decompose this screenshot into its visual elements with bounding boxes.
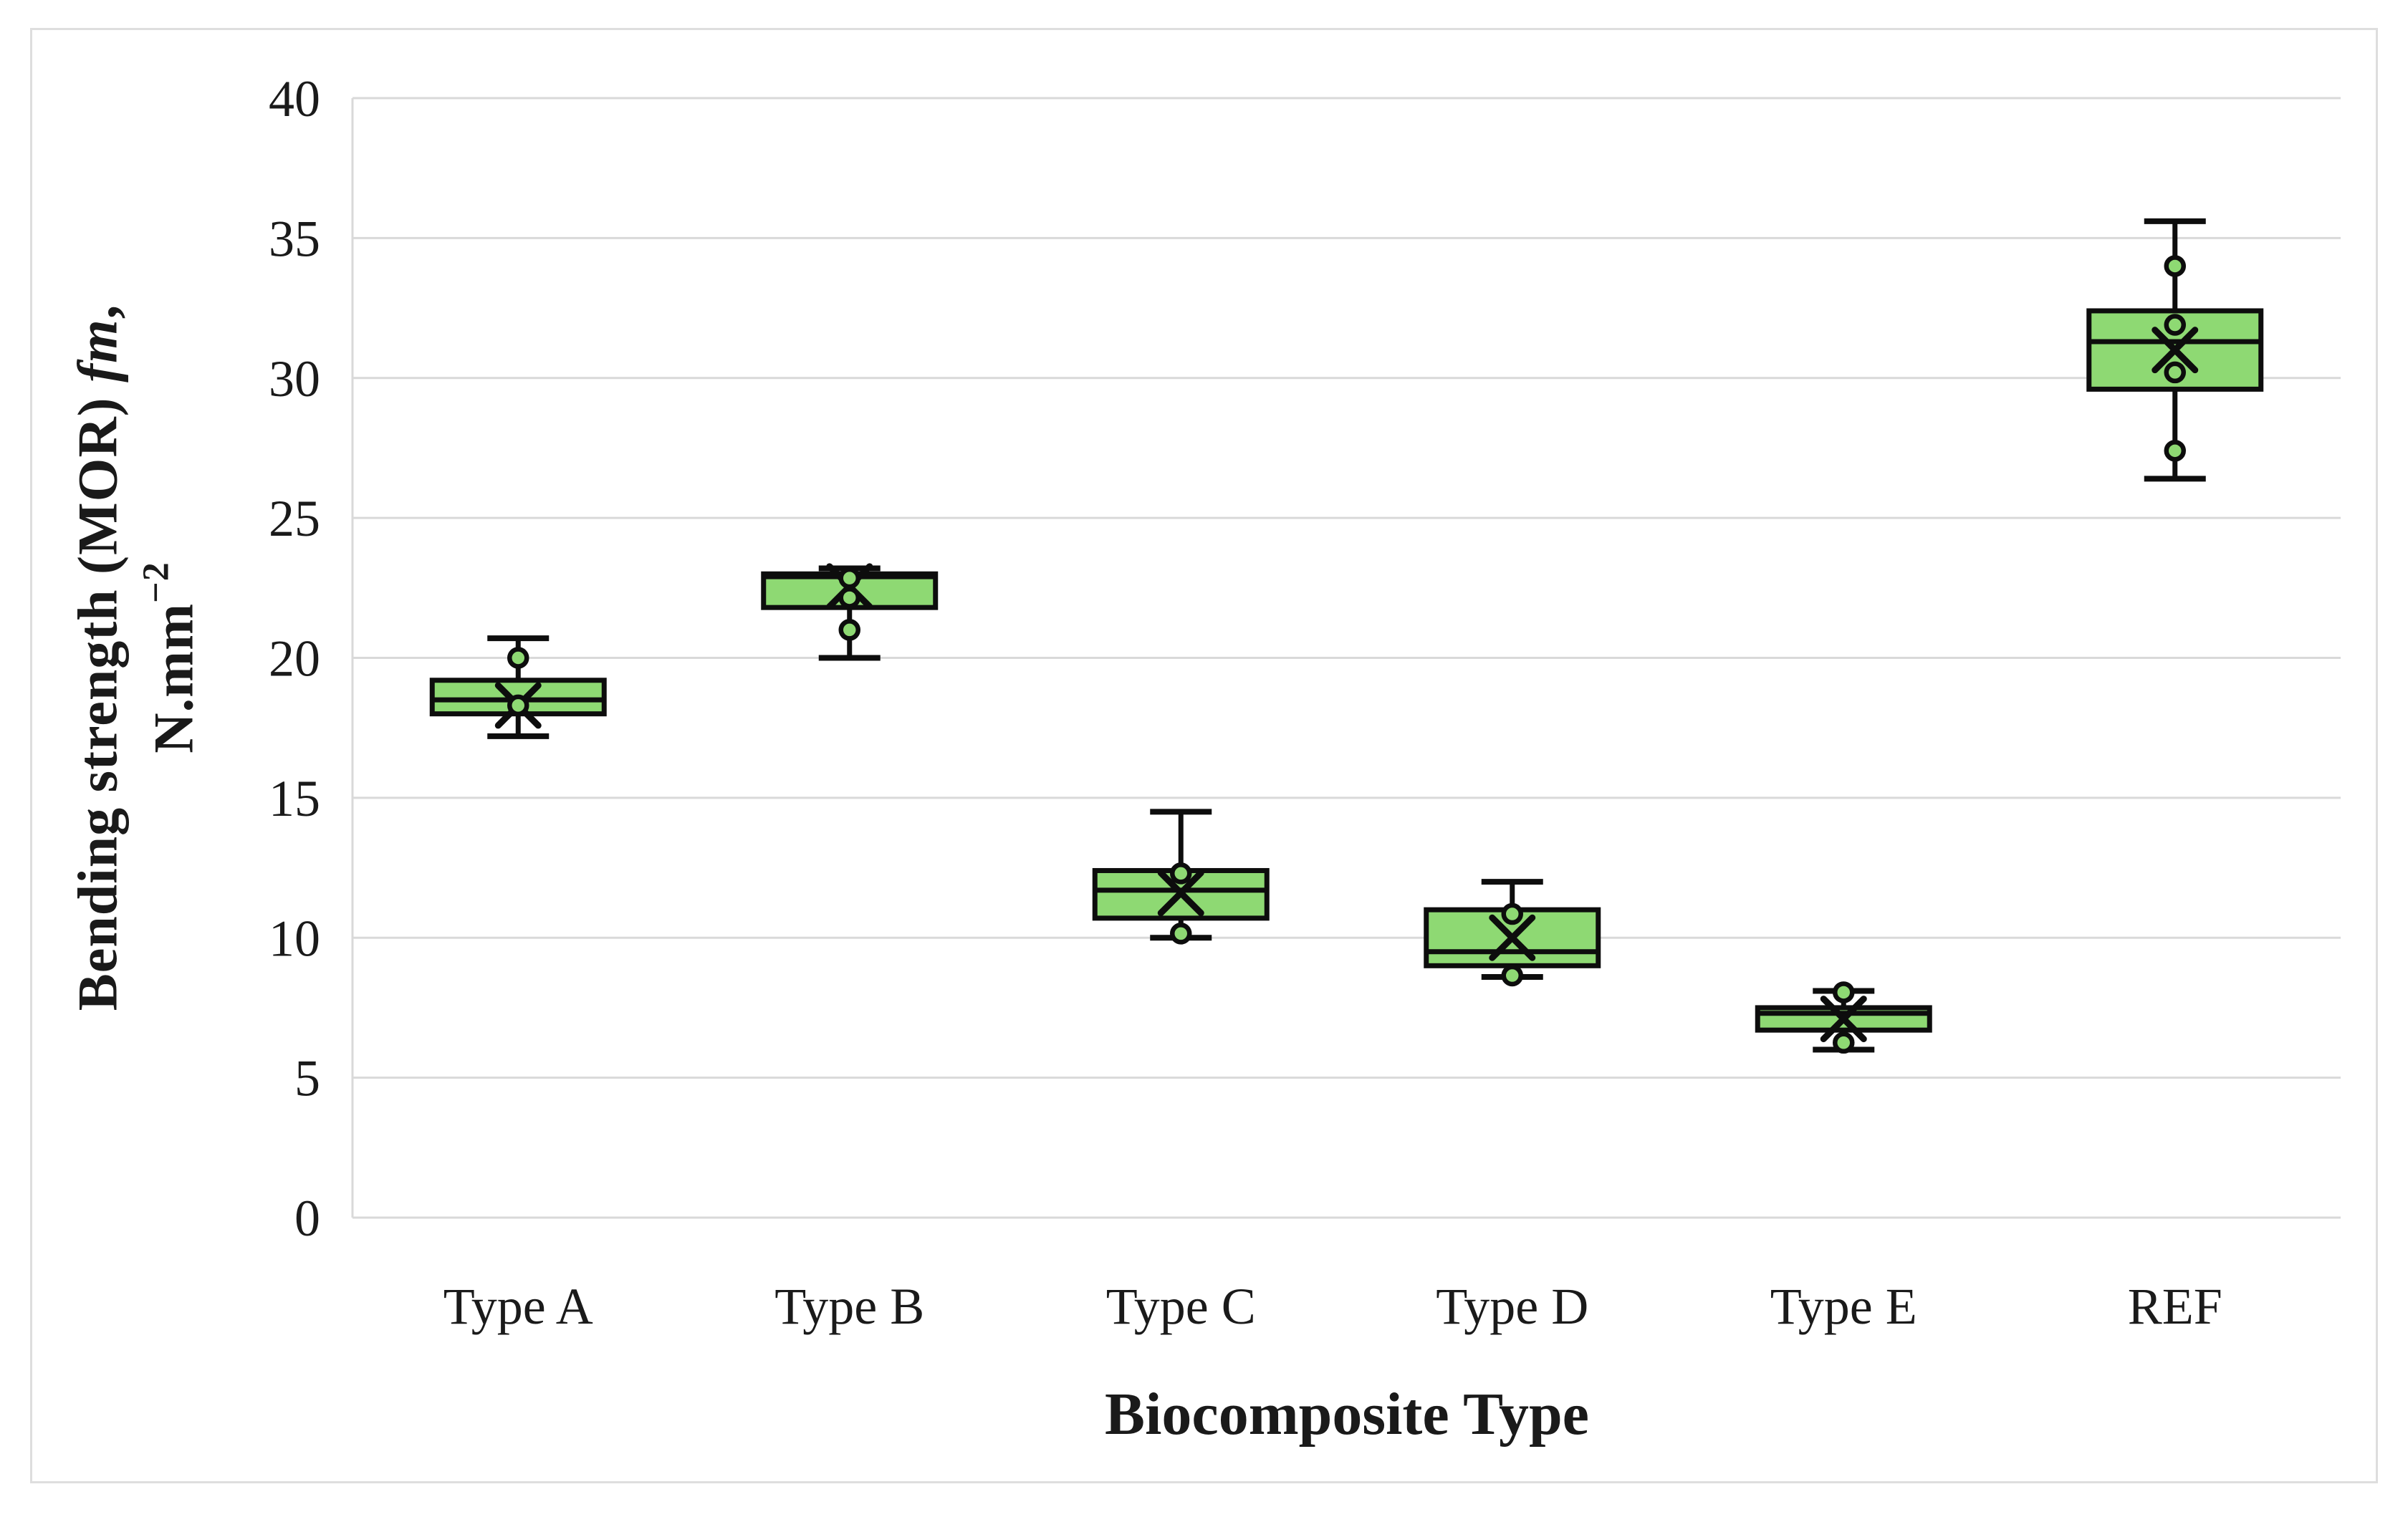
data-point-type-b <box>838 619 860 641</box>
y-tick-label-0: 0 <box>294 1190 320 1247</box>
data-point-type-d <box>1501 964 1523 987</box>
box-series <box>429 218 2264 1054</box>
data-point-type-e <box>1833 981 1855 1003</box>
y-tick-label-15: 15 <box>269 770 320 827</box>
y-axis-title-line1: Bending strength (MOR) fm, <box>66 304 129 1011</box>
y-tick-label-5: 5 <box>294 1050 320 1107</box>
x-category-label-type-c: Type C <box>1106 1278 1256 1335</box>
y-tick-label-20: 20 <box>269 630 320 688</box>
mean-marker-type-e <box>1820 996 1867 1043</box>
y-tick-label-30: 30 <box>269 350 320 408</box>
data-point-ref <box>2164 255 2186 277</box>
mean-marker-type-d <box>1489 914 1536 961</box>
gridlines <box>352 97 2341 1219</box>
box-plot-ref <box>2086 218 2264 482</box>
data-point-type-c <box>1170 923 1192 945</box>
y-tick-label-40: 40 <box>269 70 320 127</box>
x-category-label-ref: REF <box>2128 1278 2222 1335</box>
data-point-type-b <box>838 567 860 589</box>
data-point-ref <box>2164 440 2186 462</box>
y-axis-title: Bending strength (MOR) fm, N.mm−2 <box>60 98 221 1218</box>
data-point-type-a <box>507 647 529 669</box>
y-tick-label-10: 10 <box>269 910 320 967</box>
x-category-label-type-d: Type D <box>1436 1278 1588 1335</box>
mean-marker-type-c <box>1157 870 1204 917</box>
box-plot-type-b <box>761 563 939 661</box>
data-point-ref <box>2164 361 2186 384</box>
box-plot-type-c <box>1092 809 1270 945</box>
box-plot-type-d <box>1424 879 1601 987</box>
x-category-label-type-b: Type B <box>774 1278 924 1335</box>
y-axis-title-line2: N.mm−2 <box>135 562 205 753</box>
y-tick-label-35: 35 <box>269 210 320 267</box>
data-point-type-d <box>1501 902 1523 925</box>
x-axis-title: Biocomposite Type <box>1105 1381 1589 1448</box>
data-point-type-a <box>507 694 529 717</box>
mean-marker-ref <box>2152 327 2199 374</box>
data-point-type-e <box>1833 1031 1855 1054</box>
figure-border <box>30 28 2378 1483</box>
data-point-ref <box>2164 314 2186 336</box>
box-plot-type-a <box>429 635 607 739</box>
x-category-labels: Type A Type B Type C Type D Type E REF <box>443 1278 2222 1335</box>
box-plot-type-e <box>1755 981 1932 1054</box>
y-tick-label-25: 25 <box>269 490 320 547</box>
y-tick-labels: 0 5 10 15 20 25 30 35 40 <box>269 70 320 1247</box>
y-axis-title-exponent: −2 <box>135 562 177 603</box>
data-point-type-b <box>838 587 860 609</box>
data-point-type-c <box>1170 862 1192 885</box>
x-category-label-type-e: Type E <box>1770 1278 1917 1335</box>
x-category-label-type-a: Type A <box>443 1278 593 1335</box>
y-axis-title-italic-fm: fm <box>66 319 129 382</box>
